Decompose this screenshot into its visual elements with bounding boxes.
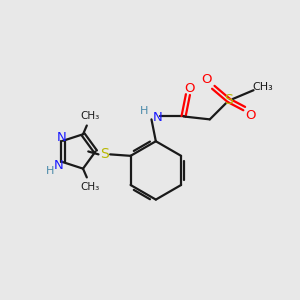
Text: N: N xyxy=(56,131,66,144)
Text: CH₃: CH₃ xyxy=(253,82,273,92)
Text: O: O xyxy=(202,73,212,85)
Text: O: O xyxy=(184,82,195,95)
Text: N: N xyxy=(54,158,63,172)
Text: CH₃: CH₃ xyxy=(81,111,100,121)
Text: H: H xyxy=(46,166,55,176)
Text: S: S xyxy=(100,147,109,161)
Text: O: O xyxy=(245,110,256,122)
Text: H: H xyxy=(140,106,148,116)
Text: CH₃: CH₃ xyxy=(81,182,100,192)
Text: S: S xyxy=(224,93,233,107)
Text: N: N xyxy=(153,110,163,124)
